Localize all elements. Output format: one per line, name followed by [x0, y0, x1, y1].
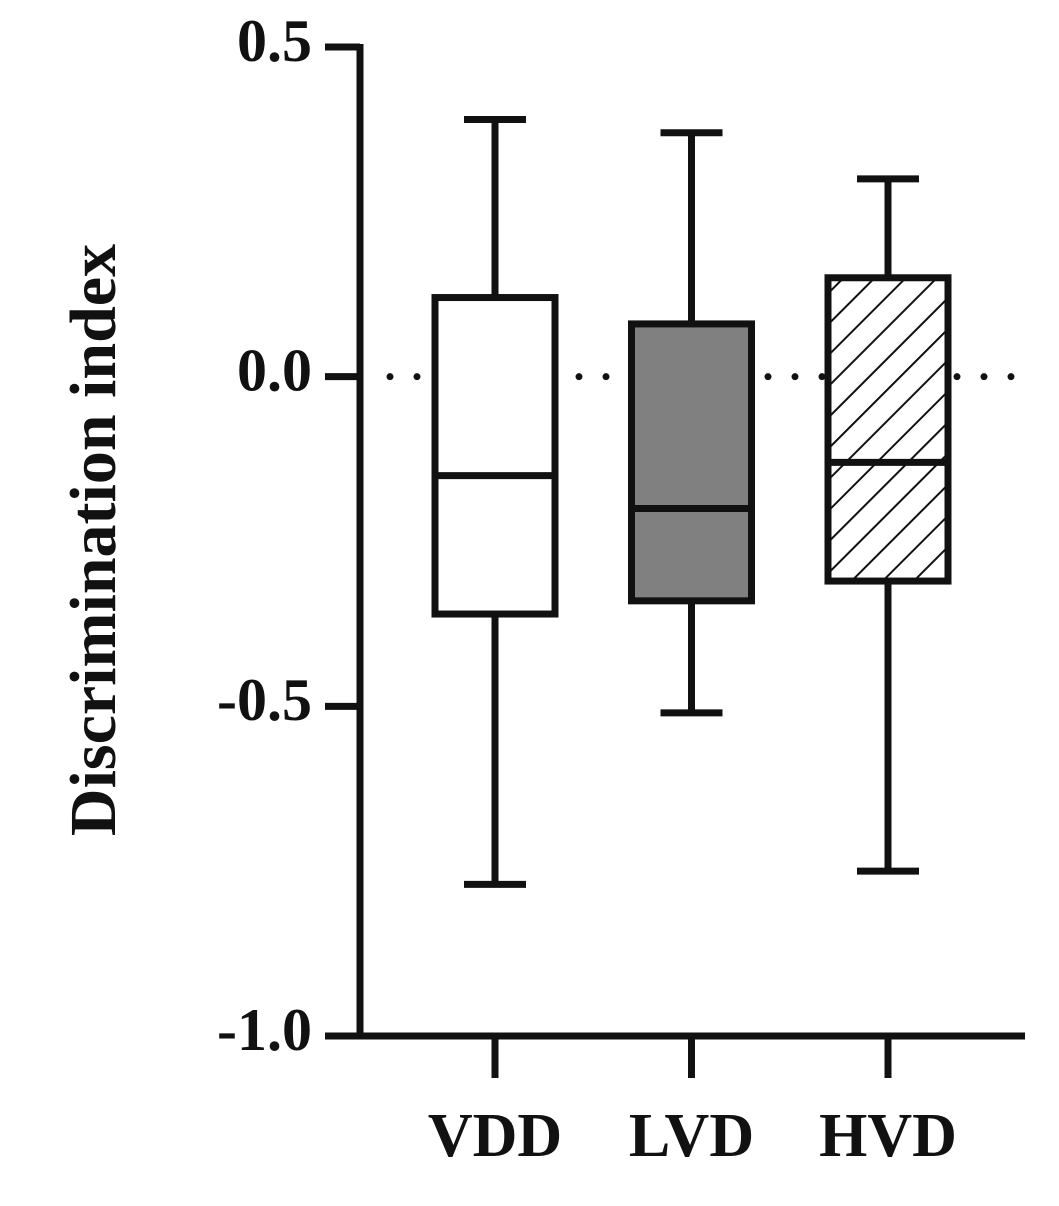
y-tick-label: 0.0	[237, 337, 312, 403]
box	[431, 294, 559, 618]
box	[628, 320, 755, 605]
y-tick-label: -0.5	[217, 667, 312, 733]
y-tick-label: 0.5	[237, 8, 312, 74]
y-axis-label: Discrimination index	[57, 244, 130, 836]
box	[824, 274, 952, 585]
x-tick-label: HVD	[819, 1102, 957, 1170]
y-tick-label: -1.0	[217, 997, 312, 1063]
x-tick-label: LVD	[629, 1102, 754, 1170]
x-tick-label: VDD	[428, 1102, 562, 1170]
